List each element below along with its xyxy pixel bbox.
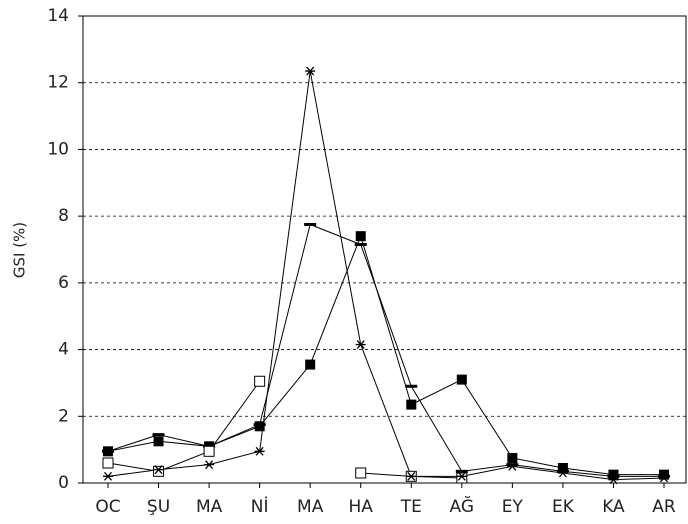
marker bbox=[355, 340, 366, 349]
marker bbox=[305, 66, 316, 76]
marker bbox=[305, 359, 316, 370]
x-tick-label: HA bbox=[349, 497, 374, 517]
marker bbox=[658, 474, 670, 478]
marker bbox=[507, 452, 518, 463]
marker bbox=[607, 474, 620, 478]
x-tick-label: Nİ bbox=[251, 496, 269, 517]
marker bbox=[608, 475, 619, 485]
y-tick-label: 6 bbox=[58, 273, 69, 293]
marker bbox=[557, 468, 568, 478]
marker bbox=[659, 473, 669, 483]
x-tick-label: EK bbox=[552, 497, 575, 517]
marker bbox=[153, 465, 165, 477]
y-tick-label: 0 bbox=[58, 473, 69, 493]
marker bbox=[102, 449, 114, 453]
marker bbox=[405, 384, 418, 388]
series-line bbox=[107, 223, 664, 477]
x-tick-label: EY bbox=[502, 497, 524, 517]
series-line bbox=[107, 234, 664, 476]
x-tick-label: OC bbox=[95, 497, 120, 517]
y-tick-label: 4 bbox=[58, 340, 69, 360]
marker bbox=[204, 460, 215, 470]
marker bbox=[203, 445, 215, 457]
x-tick-label: AR bbox=[652, 497, 676, 517]
x-tick-label: MA bbox=[297, 497, 324, 517]
x-tick-label: TE bbox=[400, 497, 422, 517]
marker bbox=[456, 472, 468, 484]
marker bbox=[455, 469, 468, 473]
marker bbox=[254, 421, 265, 432]
marker bbox=[152, 433, 165, 437]
marker bbox=[556, 469, 569, 473]
x-tick-label: ŞU bbox=[147, 497, 170, 517]
marker bbox=[608, 469, 619, 480]
y-tick-label: 10 bbox=[47, 139, 69, 159]
marker bbox=[254, 446, 265, 456]
marker bbox=[507, 461, 518, 471]
marker bbox=[406, 471, 417, 481]
marker bbox=[506, 463, 519, 467]
marker bbox=[102, 457, 114, 469]
marker bbox=[253, 423, 266, 427]
marker bbox=[354, 242, 367, 246]
y-tick-label: 14 bbox=[47, 6, 69, 26]
series-line bbox=[107, 70, 665, 481]
marker bbox=[355, 467, 367, 479]
y-axis-label: GSI (%) bbox=[11, 222, 29, 278]
plot-frame bbox=[82, 15, 687, 484]
y-tick-label: 12 bbox=[47, 73, 69, 93]
x-tick-label: AĞ bbox=[450, 495, 475, 517]
marker bbox=[254, 375, 266, 387]
marker bbox=[355, 231, 366, 242]
marker bbox=[557, 462, 568, 473]
marker bbox=[456, 471, 467, 481]
x-tick-label: MA bbox=[196, 497, 223, 517]
marker bbox=[304, 222, 317, 226]
marker bbox=[103, 471, 113, 481]
marker bbox=[456, 374, 467, 385]
x-tick-label: KA bbox=[602, 497, 625, 517]
y-tick-label: 2 bbox=[58, 406, 69, 426]
marker bbox=[406, 399, 417, 410]
marker bbox=[153, 436, 164, 447]
marker bbox=[659, 469, 669, 480]
y-tick-label: 8 bbox=[58, 206, 69, 226]
marker bbox=[153, 465, 164, 475]
